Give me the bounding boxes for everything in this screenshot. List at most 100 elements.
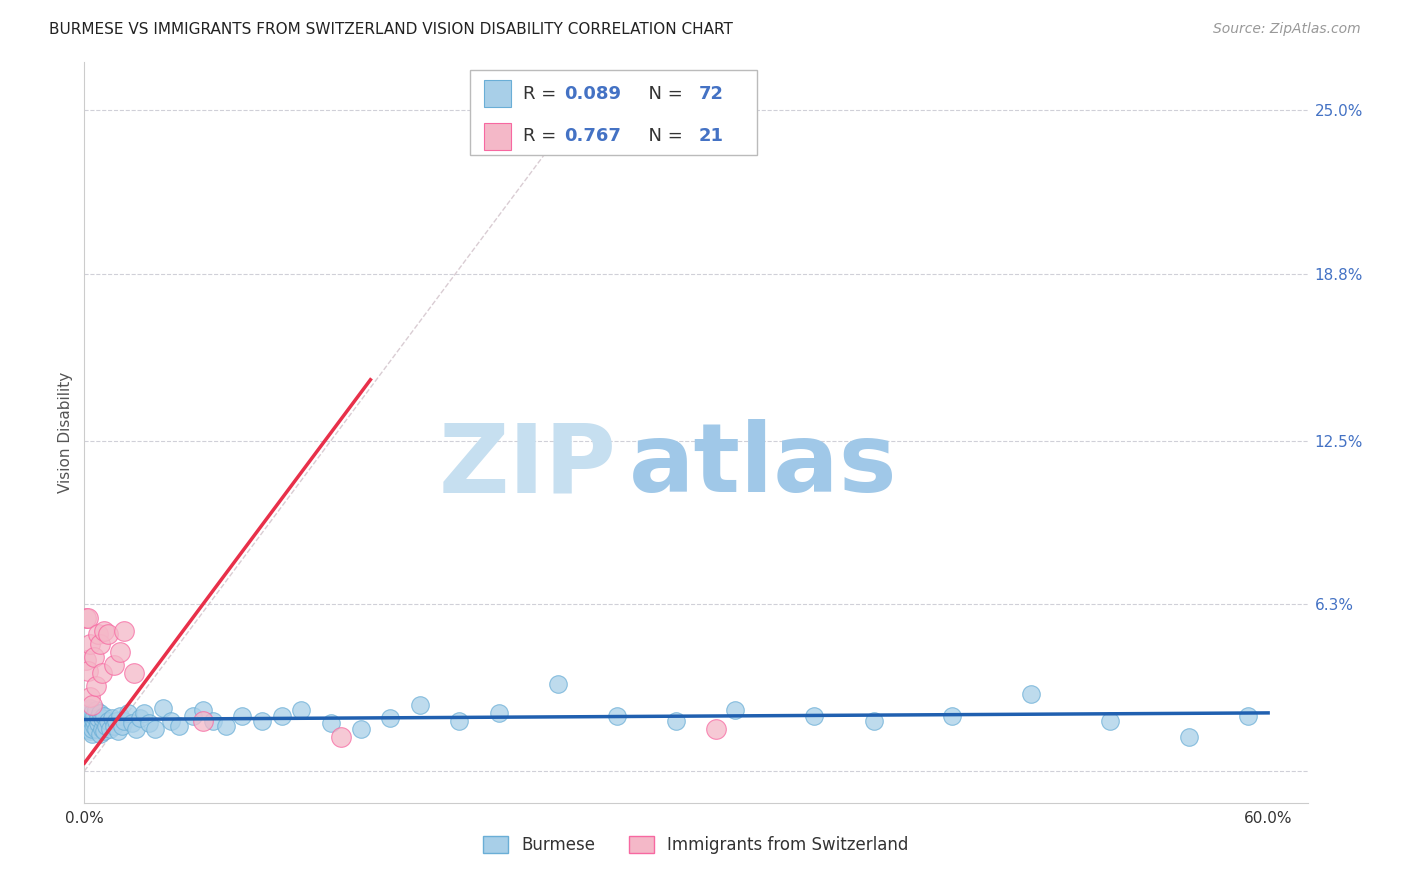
Point bbox=[1178, 730, 1201, 744]
Legend: Burmese, Immigrants from Switzerland: Burmese, Immigrants from Switzerland bbox=[477, 830, 915, 861]
Point bbox=[167, 719, 190, 733]
Point bbox=[93, 708, 115, 723]
Point bbox=[319, 716, 342, 731]
Point bbox=[79, 724, 101, 739]
Point bbox=[111, 719, 134, 733]
Point bbox=[79, 706, 101, 720]
Point bbox=[89, 727, 111, 741]
Point bbox=[132, 706, 155, 720]
Point bbox=[75, 716, 97, 731]
Point bbox=[83, 708, 105, 723]
Point bbox=[128, 711, 150, 725]
Point bbox=[83, 719, 105, 733]
Point bbox=[79, 637, 101, 651]
Point bbox=[547, 677, 569, 691]
Point bbox=[724, 703, 747, 717]
Point bbox=[665, 714, 688, 728]
FancyBboxPatch shape bbox=[470, 70, 758, 155]
Point bbox=[97, 714, 120, 728]
Point bbox=[75, 711, 97, 725]
Text: BURMESE VS IMMIGRANTS FROM SWITZERLAND VISION DISABILITY CORRELATION CHART: BURMESE VS IMMIGRANTS FROM SWITZERLAND V… bbox=[49, 22, 733, 37]
Point bbox=[803, 708, 825, 723]
Point bbox=[152, 700, 174, 714]
Point bbox=[862, 714, 884, 728]
Point bbox=[409, 698, 432, 712]
Point bbox=[349, 722, 371, 736]
Point bbox=[79, 690, 101, 704]
Point bbox=[87, 716, 110, 731]
Point bbox=[191, 703, 214, 717]
Point bbox=[77, 703, 100, 717]
Point bbox=[124, 722, 146, 736]
Point bbox=[82, 722, 104, 736]
Point bbox=[84, 722, 107, 736]
FancyBboxPatch shape bbox=[484, 80, 512, 107]
Point bbox=[103, 719, 125, 733]
Point bbox=[160, 714, 183, 728]
Point bbox=[231, 708, 253, 723]
Point bbox=[93, 624, 115, 638]
Text: atlas: atlas bbox=[628, 419, 897, 512]
Point bbox=[290, 703, 312, 717]
Text: 0.089: 0.089 bbox=[564, 85, 621, 103]
Point bbox=[329, 730, 352, 744]
Point bbox=[77, 716, 100, 731]
Point bbox=[91, 722, 114, 736]
Point bbox=[121, 716, 143, 731]
Point bbox=[87, 626, 110, 640]
Point bbox=[112, 624, 135, 638]
Point bbox=[1021, 687, 1043, 701]
Point bbox=[77, 610, 100, 624]
Point bbox=[201, 714, 224, 728]
Point bbox=[1099, 714, 1122, 728]
Text: N =: N = bbox=[637, 85, 689, 103]
Point bbox=[181, 708, 204, 723]
Point bbox=[82, 727, 104, 741]
Point bbox=[122, 666, 145, 681]
Point bbox=[103, 658, 125, 673]
Point bbox=[488, 706, 510, 720]
FancyBboxPatch shape bbox=[484, 123, 512, 150]
Y-axis label: Vision Disability: Vision Disability bbox=[58, 372, 73, 493]
Point bbox=[93, 724, 115, 739]
Point bbox=[191, 714, 214, 728]
Point bbox=[91, 711, 114, 725]
Point bbox=[83, 714, 105, 728]
Text: N =: N = bbox=[637, 128, 689, 145]
Point bbox=[98, 722, 121, 736]
Point bbox=[75, 706, 97, 720]
Text: ZIP: ZIP bbox=[439, 419, 616, 512]
Text: Source: ZipAtlas.com: Source: ZipAtlas.com bbox=[1213, 22, 1361, 37]
Point bbox=[108, 708, 131, 723]
Point bbox=[91, 666, 114, 681]
Text: 0.767: 0.767 bbox=[564, 128, 620, 145]
Point bbox=[104, 714, 127, 728]
Point bbox=[83, 650, 105, 665]
Point bbox=[145, 722, 167, 736]
Point bbox=[101, 711, 124, 725]
Point bbox=[250, 714, 273, 728]
Point bbox=[89, 706, 111, 720]
Text: 72: 72 bbox=[699, 85, 724, 103]
Point bbox=[1237, 708, 1260, 723]
Point bbox=[97, 626, 120, 640]
Point bbox=[449, 714, 471, 728]
Point bbox=[87, 711, 110, 725]
Point bbox=[94, 719, 117, 733]
Point bbox=[117, 706, 139, 720]
Point bbox=[79, 700, 101, 714]
Text: 21: 21 bbox=[699, 128, 724, 145]
Text: R =: R = bbox=[523, 128, 562, 145]
Point bbox=[77, 722, 100, 736]
Point bbox=[941, 708, 963, 723]
Text: R =: R = bbox=[523, 85, 562, 103]
Point bbox=[77, 664, 100, 678]
Point bbox=[380, 711, 402, 725]
Point bbox=[112, 714, 135, 728]
Point bbox=[82, 698, 104, 712]
Point bbox=[108, 645, 131, 659]
Point bbox=[704, 722, 727, 736]
Point bbox=[82, 706, 104, 720]
Point bbox=[75, 653, 97, 667]
Point bbox=[79, 716, 101, 731]
